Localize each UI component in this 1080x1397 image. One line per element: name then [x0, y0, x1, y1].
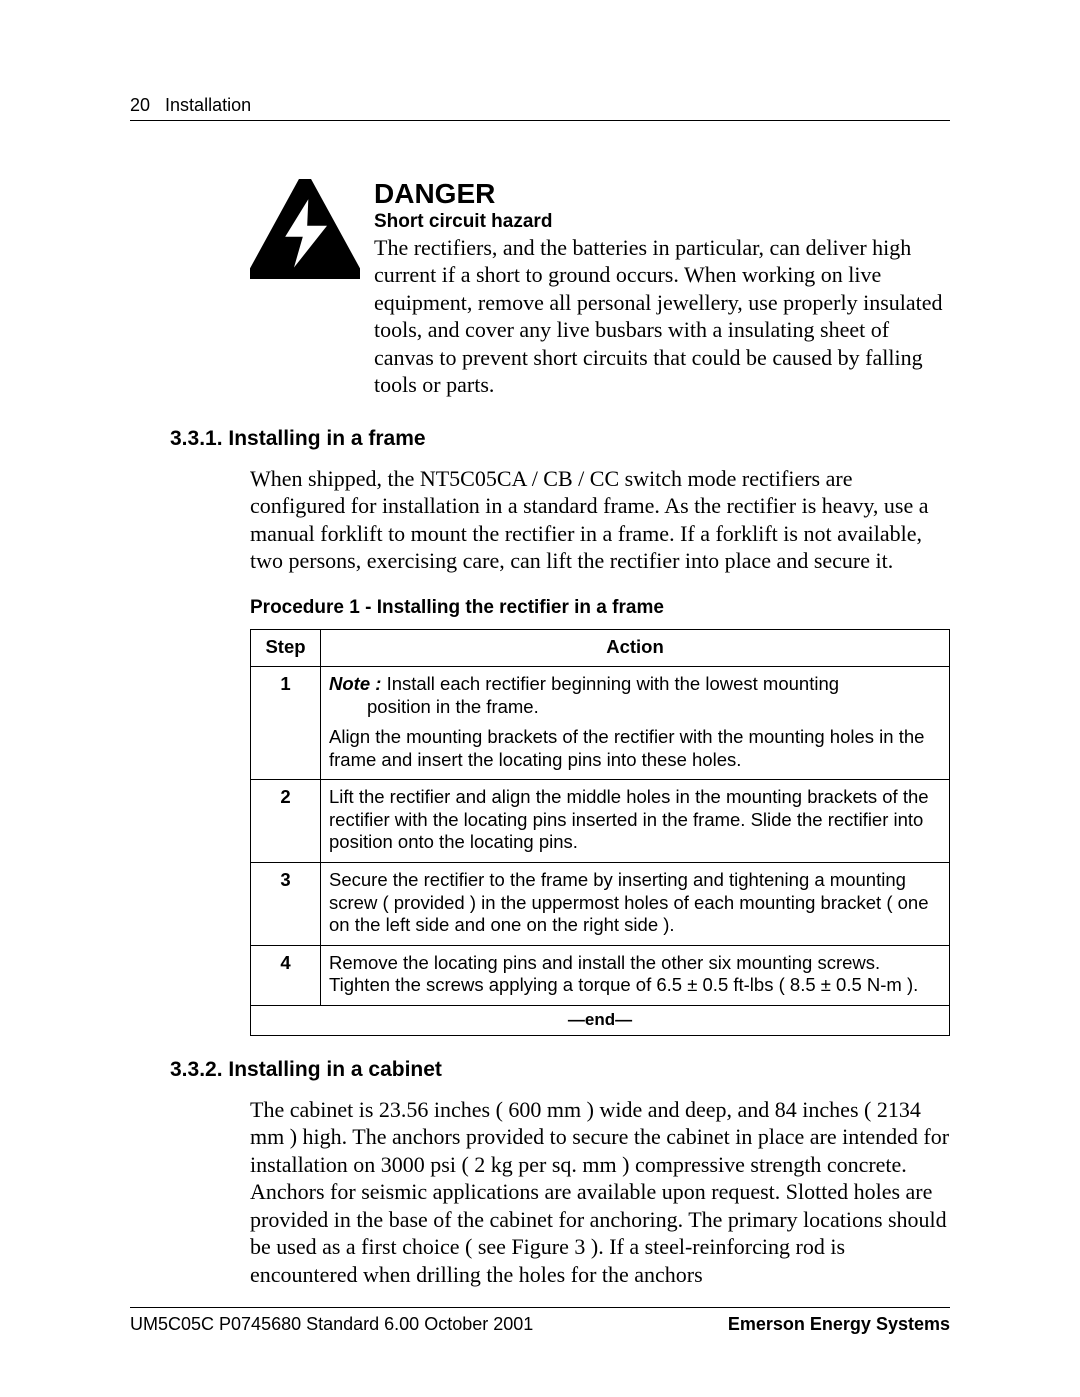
step-cell: 3	[251, 863, 321, 946]
col-step: Step	[251, 629, 321, 667]
table-header-row: Step Action	[251, 629, 950, 667]
action-cell: Secure the rectifier to the frame by ins…	[321, 863, 950, 946]
section-331-para: When shipped, the NT5C05CA / CB / CC swi…	[250, 465, 950, 575]
table-row: 4 Remove the locating pins and install t…	[251, 945, 950, 1005]
section-332-heading: 3.3.2. Installing in a cabinet	[170, 1058, 950, 1082]
action-text: Align the mounting brackets of the recti…	[329, 726, 924, 770]
table-end-row: —end—	[251, 1005, 950, 1035]
action-cell: Lift the rectifier and align the middle …	[321, 780, 950, 863]
danger-title: DANGER	[374, 179, 950, 210]
table-row: 1 Note : Install each rectifier beginnin…	[251, 667, 950, 780]
page: 20 Installation DANGER Short circuit haz…	[0, 0, 1080, 1397]
procedure-title: Procedure 1 - Installing the rectifier i…	[250, 597, 950, 619]
table-row: 3 Secure the rectifier to the frame by i…	[251, 863, 950, 946]
step-cell: 2	[251, 780, 321, 863]
col-action: Action	[321, 629, 950, 667]
section-332-para: The cabinet is 23.56 inches ( 600 mm ) w…	[250, 1096, 950, 1289]
high-voltage-icon	[250, 179, 360, 279]
table-row: 2 Lift the rectifier and align the middl…	[251, 780, 950, 863]
section-331-heading: 3.3.1. Installing in a frame	[170, 427, 950, 451]
note-text-cont: position in the frame.	[367, 696, 941, 719]
step-cell: 1	[251, 667, 321, 780]
note-text: Install each rectifier beginning with th…	[387, 673, 839, 694]
footer-right: Emerson Energy Systems	[728, 1314, 950, 1335]
procedure-table: Step Action 1 Note : Install each rectif…	[250, 629, 950, 1036]
action-cell: Remove the locating pins and install the…	[321, 945, 950, 1005]
action-cell: Note : Install each rectifier beginning …	[321, 667, 950, 780]
danger-subtitle: Short circuit hazard	[374, 210, 950, 234]
note-label: Note :	[329, 673, 381, 694]
danger-callout: DANGER Short circuit hazard The rectifie…	[250, 179, 950, 399]
danger-body: The rectifiers, and the batteries in par…	[374, 234, 950, 399]
step-cell: 4	[251, 945, 321, 1005]
footer-left: UM5C05C P0745680 Standard 6.00 October 2…	[130, 1314, 533, 1335]
page-number: 20	[130, 95, 150, 115]
page-footer: UM5C05C P0745680 Standard 6.00 October 2…	[130, 1307, 950, 1335]
running-header: 20 Installation	[130, 95, 950, 121]
header-section: Installation	[165, 95, 251, 115]
danger-text: DANGER Short circuit hazard The rectifie…	[374, 179, 950, 399]
end-marker: —end—	[251, 1005, 950, 1035]
